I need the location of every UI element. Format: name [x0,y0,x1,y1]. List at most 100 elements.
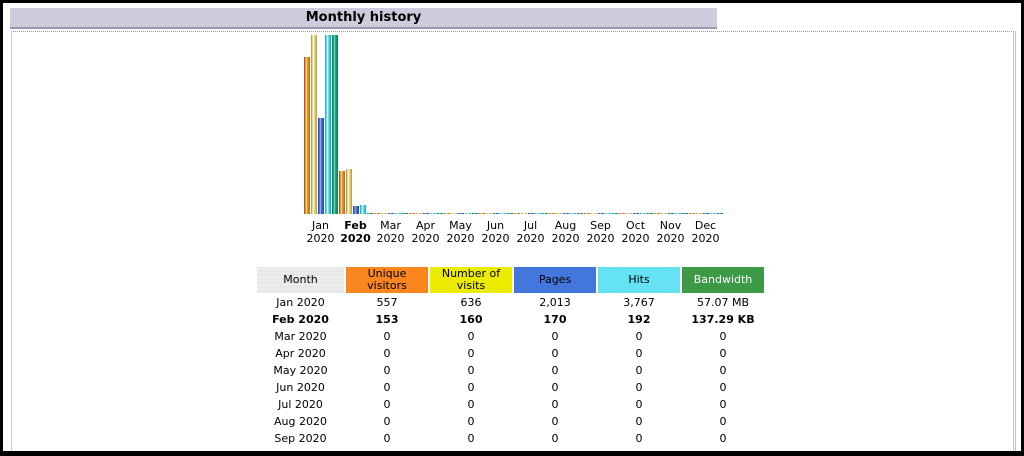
cell-value: 2,013 [514,295,596,310]
table-row: Aug 2020 0 0 0 0 0 [257,414,764,429]
bar-pages [667,213,674,214]
bar-bandwidth [366,213,373,214]
bar-number-of-visits [625,213,632,214]
column-header-unique-visitors: Unique visitors [346,267,428,293]
cell-value: 0 [514,448,596,451]
x-axis-label: Feb 2020 [340,219,371,245]
bar-bandwidth [331,35,338,214]
x-axis-label: May 2020 [446,219,475,245]
table-header-row: Month Unique visitors Number of visits P… [257,267,764,293]
cell-value: 0 [514,329,596,344]
column-header-month: Month [257,267,344,293]
bar-number-of-visits [555,213,562,214]
cell-value: 0 [598,380,680,395]
table-row: Mar 2020 0 0 0 0 0 [257,329,764,344]
cell-month: Oct 2020 [257,448,344,451]
bar-number-of-visits [310,35,317,214]
bar-unique-visitors [688,213,695,214]
cell-value: 137.29 KB [682,312,764,327]
bar-number-of-visits [345,169,352,214]
bar-hits [499,213,506,214]
bar-unique-visitors [373,213,380,214]
cell-value: 0 [430,431,512,446]
cell-value: 0 [598,329,680,344]
bar-group [373,35,408,214]
cell-value: 0 [430,414,512,429]
bar-hits [394,213,401,214]
bar-unique-visitors [513,213,520,214]
cell-value: 0 [598,448,680,451]
chart-month-group: Oct 2020 [618,35,653,250]
cell-value: 0 [682,431,764,446]
bar-pages [352,206,359,214]
bar-group [338,35,373,214]
bar-bandwidth [541,213,548,214]
cell-value: 160 [430,312,512,327]
chart-month-group: Jan 2020 [303,35,338,250]
bar-pages [457,213,464,214]
cell-value: 0 [598,397,680,412]
bar-hits [359,205,366,214]
chart-month-group: May 2020 [443,35,478,250]
bar-unique-visitors [338,171,345,214]
table-row: Feb 2020 153 160 170 192 137.29 KB [257,312,764,327]
cell-value: 0 [346,431,428,446]
column-header-number-of-visits: Number of visits [430,267,512,293]
cell-value: 0 [514,397,596,412]
cell-value: 0 [346,397,428,412]
bar-bandwidth [506,213,513,214]
cell-month: Mar 2020 [257,329,344,344]
cell-month: Apr 2020 [257,346,344,361]
bar-unique-visitors [478,213,485,214]
chart-month-group: Jul 2020 [513,35,548,250]
cell-value: 0 [598,414,680,429]
cell-value: 0 [682,397,764,412]
bar-group [303,35,338,214]
bar-pages [422,213,429,214]
bar-unique-visitors [443,213,450,214]
chart-month-group: Mar 2020 [373,35,408,250]
cell-value: 0 [682,414,764,429]
cell-month: Jan 2020 [257,295,344,310]
cell-value: 0 [346,346,428,361]
column-header-pages: Pages [514,267,596,293]
table-row: Sep 2020 0 0 0 0 0 [257,431,764,446]
bar-unique-visitors [408,213,415,214]
cell-value: 557 [346,295,428,310]
cell-value: 0 [430,363,512,378]
table-row: May 2020 0 0 0 0 0 [257,363,764,378]
bar-number-of-visits [450,213,457,214]
bar-bandwidth [716,213,723,214]
cell-value: 0 [514,363,596,378]
bar-number-of-visits [695,213,702,214]
x-axis-label: Mar 2020 [376,219,405,245]
x-axis-label: Dec 2020 [691,219,720,245]
cell-value: 0 [346,380,428,395]
bar-group [618,35,653,214]
cell-value: 0 [514,414,596,429]
cell-value: 0 [346,329,428,344]
cell-value: 0 [682,329,764,344]
cell-value: 170 [514,312,596,327]
chart-month-group: Nov 2020 [653,35,688,250]
chart-month-group: Apr 2020 [408,35,443,250]
bar-bandwidth [611,213,618,214]
x-axis-label: Aug 2020 [551,219,580,245]
x-axis-label: Jan 2020 [306,219,335,245]
bar-group [478,35,513,214]
bar-number-of-visits [520,213,527,214]
bar-unique-visitors [583,213,590,214]
bar-group [408,35,443,214]
cell-value: 0 [430,397,512,412]
bar-number-of-visits [660,213,667,214]
bar-bandwidth [646,213,653,214]
bar-bandwidth [436,213,443,214]
cell-month: Feb 2020 [257,312,344,327]
x-axis-label: Jun 2020 [481,219,510,245]
x-axis-label: Jul 2020 [516,219,545,245]
bar-pages [632,213,639,214]
bar-bandwidth [401,213,408,214]
bar-number-of-visits [415,213,422,214]
table-row: Oct 2020 0 0 0 0 0 [257,448,764,451]
bar-pages [317,118,324,214]
